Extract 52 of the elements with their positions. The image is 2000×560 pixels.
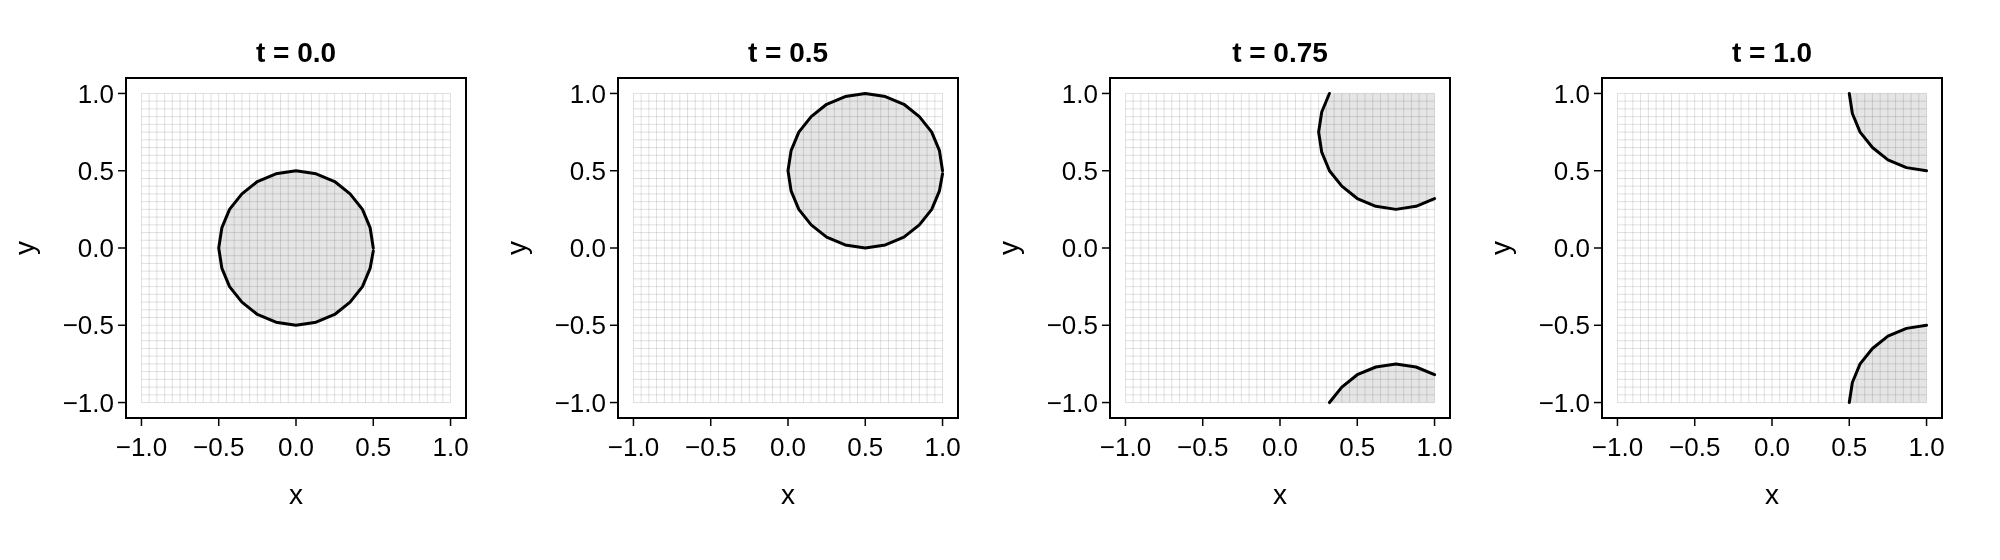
x-axis-title: x xyxy=(289,479,303,510)
x-tick-label: −1.0 xyxy=(1591,432,1644,462)
y-tick-label: −0.5 xyxy=(554,310,606,341)
y-tick-label: 0.5 xyxy=(77,155,114,186)
chart-title: t = 1.0 xyxy=(1731,37,1813,68)
x-axis-title: x xyxy=(781,479,795,510)
x-tick-label: −0.5 xyxy=(685,432,737,462)
x-tick-label: 1.0 xyxy=(1908,432,1945,462)
y-tick-label: 1.0 xyxy=(77,78,114,109)
y-tick-label: 0.5 xyxy=(1061,155,1098,186)
y-tick-label: −1.0 xyxy=(1046,387,1098,418)
x-tick-label: −0.5 xyxy=(1669,432,1721,462)
y-tick-label: −0.5 xyxy=(1046,310,1098,341)
chart-title: t = 0.5 xyxy=(747,37,829,68)
chart-title: t = 0.75 xyxy=(1232,37,1328,68)
x-tick-label: −1.0 xyxy=(607,432,660,462)
y-axis-title: y xyxy=(501,241,532,255)
x-tick-label: 0.5 xyxy=(1339,432,1376,462)
y-axis-title: y xyxy=(993,241,1024,255)
x-tick-label: 0.0 xyxy=(1261,432,1299,462)
x-tick-label: −0.5 xyxy=(1177,432,1229,462)
y-tick-label: −0.5 xyxy=(62,310,114,341)
x-tick-label: 0.5 xyxy=(847,432,884,462)
x-tick-label: 1.0 xyxy=(924,432,961,462)
x-tick-label: 0.0 xyxy=(1753,432,1791,462)
y-tick-label: 0.5 xyxy=(1553,155,1590,186)
x-tick-label: 0.5 xyxy=(1831,432,1868,462)
x-tick-label: 0.0 xyxy=(277,432,315,462)
y-tick-label: −0.5 xyxy=(1538,310,1590,341)
y-tick-label: 1.0 xyxy=(569,78,606,109)
x-tick-label: −1.0 xyxy=(115,432,168,462)
x-tick-label: 1.0 xyxy=(1416,432,1453,462)
y-tick-label: 1.0 xyxy=(1061,78,1098,109)
y-tick-label: −1.0 xyxy=(1538,387,1590,418)
y-tick-label: 0.5 xyxy=(569,155,606,186)
y-axis-title: y xyxy=(1485,241,1516,255)
x-tick-label: −1.0 xyxy=(1099,432,1152,462)
x-tick-label: 0.5 xyxy=(355,432,392,462)
y-tick-label: −1.0 xyxy=(554,387,606,418)
y-tick-label: 0.0 xyxy=(1061,233,1098,264)
x-axis-title: x xyxy=(1765,479,1779,510)
chart-title: t = 0.0 xyxy=(255,37,337,68)
x-tick-label: 1.0 xyxy=(432,432,469,462)
y-tick-label: −1.0 xyxy=(62,387,114,418)
y-axis-title: y xyxy=(9,241,40,255)
y-tick-label: 0.0 xyxy=(569,233,606,264)
x-tick-label: 0.0 xyxy=(769,432,807,462)
x-axis-title: x xyxy=(1273,479,1287,510)
y-tick-label: 1.0 xyxy=(1553,78,1590,109)
y-tick-label: 0.0 xyxy=(1553,233,1590,264)
y-tick-label: 0.0 xyxy=(77,233,114,264)
x-tick-label: −0.5 xyxy=(193,432,245,462)
